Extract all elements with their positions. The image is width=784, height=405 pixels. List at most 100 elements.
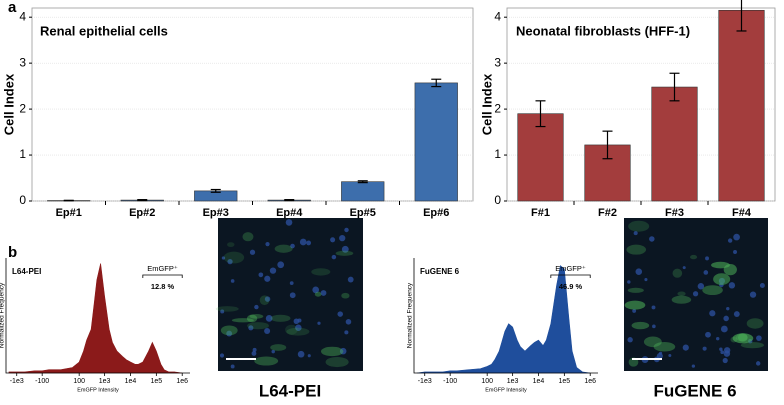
nucleus bbox=[649, 236, 655, 242]
y-tick-label: 3 bbox=[19, 55, 26, 69]
cell bbox=[259, 295, 270, 306]
x-tick-label: -100 bbox=[35, 378, 49, 385]
cell bbox=[341, 292, 350, 299]
nucleus bbox=[692, 291, 699, 297]
bar bbox=[718, 9, 765, 202]
nucleus bbox=[271, 349, 275, 354]
nucleus bbox=[668, 354, 672, 358]
cell bbox=[286, 327, 310, 336]
nucleus bbox=[339, 347, 347, 355]
nucleus bbox=[265, 314, 273, 322]
cell bbox=[653, 342, 676, 352]
cell bbox=[325, 356, 349, 368]
cell bbox=[627, 287, 644, 293]
nucleus bbox=[290, 243, 295, 249]
cell bbox=[671, 295, 692, 304]
micrograph bbox=[624, 218, 768, 371]
bar bbox=[341, 181, 385, 202]
nucleus bbox=[337, 311, 344, 317]
cell bbox=[732, 333, 754, 344]
cell bbox=[320, 346, 344, 357]
gate-percent: 12.8 % bbox=[151, 282, 175, 291]
x-tick-label: Ep#2 bbox=[129, 207, 155, 219]
cell bbox=[246, 314, 258, 323]
x-axis-label: EmGFP Intensity bbox=[485, 387, 527, 393]
nucleus bbox=[289, 281, 294, 285]
nucleus bbox=[248, 325, 254, 331]
cell bbox=[713, 273, 731, 286]
nucleus bbox=[705, 331, 711, 338]
nucleus bbox=[320, 290, 327, 296]
nucleus bbox=[341, 245, 349, 253]
nucleus bbox=[723, 350, 731, 357]
nucleus bbox=[221, 256, 226, 260]
x-tick-label: 1e5 bbox=[559, 378, 571, 385]
y-axis-label: Cell Index bbox=[479, 73, 494, 135]
nucleus bbox=[709, 310, 716, 317]
nucleus bbox=[219, 353, 225, 358]
nucleus bbox=[682, 344, 689, 351]
cell bbox=[249, 314, 264, 319]
nucleus bbox=[733, 233, 740, 241]
nucleus bbox=[716, 336, 720, 341]
error-bar bbox=[602, 130, 613, 160]
gate-bracket bbox=[142, 274, 183, 278]
x-tick-label: F#2 bbox=[598, 207, 617, 219]
x-tick-label: Ep#4 bbox=[276, 207, 303, 219]
x-axis-label: EmGFP Intensity bbox=[77, 387, 119, 393]
cell bbox=[628, 220, 650, 232]
panel-label: b bbox=[8, 244, 17, 261]
error-bar bbox=[357, 180, 368, 184]
gate-bracket bbox=[550, 274, 591, 278]
nucleus bbox=[230, 364, 235, 369]
image-caption: L64-PEI bbox=[259, 381, 321, 400]
nucleus bbox=[330, 237, 336, 243]
nucleus bbox=[317, 321, 321, 325]
gate-label: EmGFP⁺ bbox=[555, 264, 586, 273]
nucleus bbox=[295, 324, 302, 332]
cell bbox=[335, 250, 354, 256]
nucleus bbox=[264, 275, 271, 282]
nucleus bbox=[230, 279, 235, 283]
cell bbox=[737, 333, 748, 342]
histogram-title: L64-PEI bbox=[12, 267, 41, 276]
cell bbox=[285, 324, 298, 335]
x-tick-label: 1e4 bbox=[125, 378, 137, 385]
nucleus bbox=[312, 286, 320, 294]
cell bbox=[624, 300, 646, 310]
nucleus bbox=[658, 351, 663, 355]
nucleus bbox=[733, 250, 738, 255]
x-tick-label: F#4 bbox=[732, 207, 752, 219]
nucleus bbox=[720, 325, 728, 333]
error-bar bbox=[669, 72, 680, 102]
cell bbox=[311, 268, 331, 276]
nucleus bbox=[220, 309, 225, 314]
cell bbox=[677, 291, 686, 297]
y-tick-label: 2 bbox=[19, 101, 26, 115]
micrograph bbox=[215, 218, 363, 371]
cell bbox=[711, 261, 730, 269]
nucleus bbox=[651, 305, 656, 310]
error-bar bbox=[210, 188, 221, 193]
nucleus bbox=[227, 259, 233, 265]
error-bar bbox=[284, 199, 295, 202]
x-tick-label: Ep#5 bbox=[350, 207, 376, 219]
nucleus bbox=[755, 361, 761, 366]
x-tick-label: 1e6 bbox=[584, 378, 596, 385]
x-tick-label: 100 bbox=[481, 378, 493, 385]
axes bbox=[5, 258, 190, 374]
x-tick-label: -1e3 bbox=[10, 378, 24, 385]
nucleus bbox=[632, 308, 637, 313]
cell bbox=[223, 251, 245, 264]
nucleus bbox=[644, 278, 648, 282]
nucleus bbox=[249, 249, 256, 255]
nucleus bbox=[703, 270, 709, 275]
x-tick-label: -1e3 bbox=[418, 378, 432, 385]
x-tick-label: 1e6 bbox=[176, 378, 188, 385]
nucleus bbox=[633, 231, 638, 236]
cell bbox=[730, 336, 738, 343]
x-tick-label: 1e4 bbox=[533, 378, 545, 385]
cell bbox=[626, 244, 647, 255]
nucleus bbox=[691, 364, 696, 368]
